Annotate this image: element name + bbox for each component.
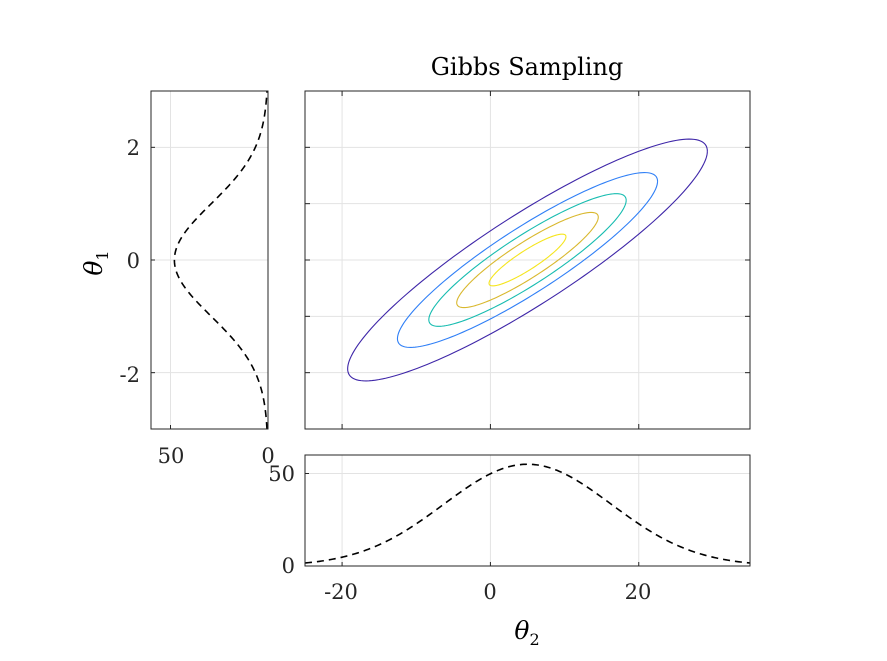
main-grid bbox=[305, 91, 750, 429]
left-marginal-axes: 50 0 -2 0 2 θ1 bbox=[79, 90, 275, 468]
y-tick-label: 0 bbox=[127, 249, 140, 273]
x-axis-label-symbol: θ bbox=[514, 616, 529, 645]
marginal-line-theta1 bbox=[173, 90, 268, 430]
y-axis-label-subscript: 1 bbox=[93, 250, 112, 260]
x-tick-label: -20 bbox=[324, 580, 358, 604]
left-axes-box bbox=[150, 90, 269, 430]
bottom-marginal-curve bbox=[304, 463, 751, 564]
contour-level bbox=[428, 193, 627, 327]
y-tick-label: 50 bbox=[268, 462, 295, 486]
bottom-marginal-axes: -20 0 20 0 50 θ2 bbox=[268, 454, 751, 649]
x-tick-label: 0 bbox=[483, 580, 496, 604]
x-axis-label: θ2 bbox=[514, 616, 539, 649]
left-y-tick-labels: -2 0 2 bbox=[120, 136, 140, 387]
bottom-y-tick-labels: 0 50 bbox=[268, 462, 295, 578]
contour-level bbox=[456, 211, 599, 309]
main-axes-box bbox=[304, 90, 751, 430]
y-tick-label: 2 bbox=[127, 136, 140, 160]
y-tick-label: 0 bbox=[282, 554, 295, 578]
x-tick-label: 20 bbox=[625, 580, 652, 604]
contour-level bbox=[488, 233, 567, 287]
x-axis-label-subscript: 2 bbox=[529, 630, 539, 649]
y-tick-label: -2 bbox=[120, 363, 140, 387]
y-axis-label: θ1 bbox=[79, 250, 112, 275]
bottom-axes-background bbox=[305, 455, 750, 566]
y-axis-label-symbol: θ bbox=[79, 261, 108, 276]
contour-lines bbox=[347, 138, 708, 382]
marginal-line-theta2 bbox=[304, 463, 751, 564]
left-marginal-curve bbox=[173, 90, 268, 430]
x-tick-label: 0 bbox=[261, 444, 274, 468]
left-x-tick-labels: 50 0 bbox=[158, 444, 275, 468]
main-contour-axes: Gibbs Sampling bbox=[304, 53, 751, 430]
x-tick-label: 50 bbox=[158, 444, 185, 468]
contour-level bbox=[347, 138, 708, 382]
chart-title: Gibbs Sampling bbox=[431, 53, 624, 81]
bottom-x-tick-labels: -20 0 20 bbox=[324, 580, 651, 604]
main-ticks bbox=[305, 91, 750, 429]
bottom-axes-box bbox=[304, 454, 751, 567]
contour-level bbox=[396, 172, 659, 348]
